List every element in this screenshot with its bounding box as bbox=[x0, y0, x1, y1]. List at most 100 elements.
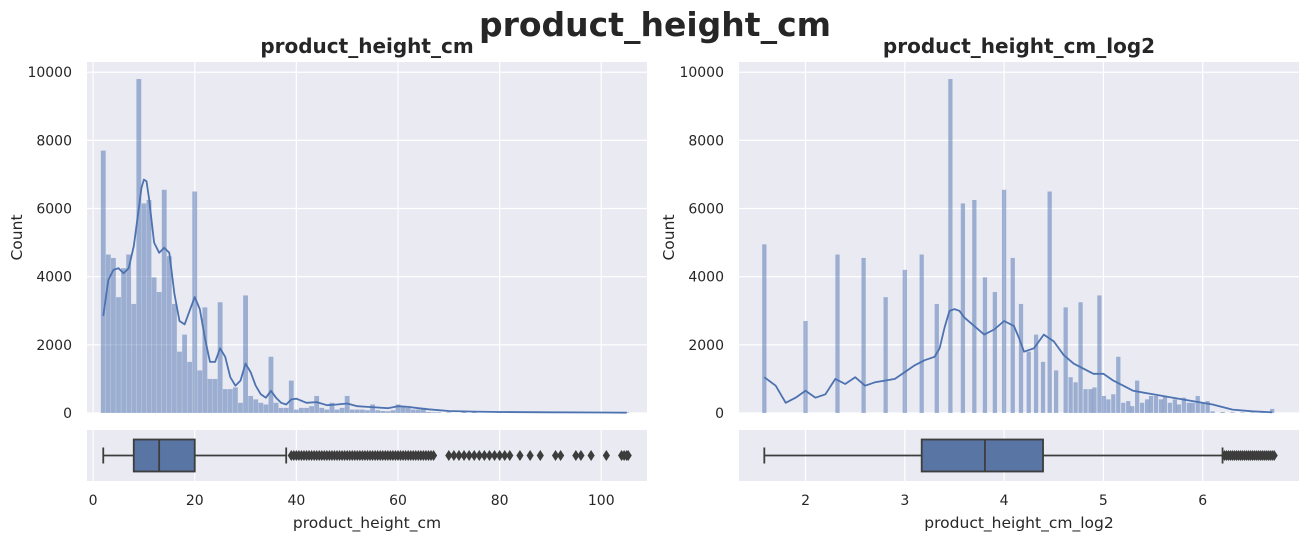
histogram-bar bbox=[395, 404, 401, 413]
histogram-bar bbox=[1230, 412, 1235, 413]
outlier-marker bbox=[624, 450, 632, 461]
histogram-bar bbox=[217, 302, 223, 413]
histogram-bar bbox=[131, 303, 137, 413]
histogram-bar bbox=[415, 409, 421, 413]
x-tick-label: 60 bbox=[389, 493, 407, 509]
histogram-bar bbox=[354, 409, 360, 413]
histogram-bar bbox=[375, 410, 381, 413]
histogram-bar bbox=[861, 257, 866, 413]
histogram-bar bbox=[1001, 189, 1007, 413]
histogram-bar bbox=[192, 191, 198, 413]
histogram-bar bbox=[471, 412, 477, 413]
histogram-bar bbox=[156, 292, 162, 413]
outlier-marker bbox=[536, 450, 544, 461]
outlier-marker bbox=[602, 450, 610, 461]
panel-product-height-cm-log2: 0 2000 4000 6000 8000 10000 2 3 4 5 6 product_heigh… bbox=[660, 34, 1299, 533]
histogram-bar bbox=[1190, 402, 1195, 413]
x-tick-label: 6 bbox=[1198, 493, 1207, 509]
outlier-marker bbox=[516, 450, 524, 461]
y-tick-label: 0 bbox=[715, 406, 724, 422]
outlier-marker bbox=[460, 450, 468, 461]
histogram-bar bbox=[288, 380, 294, 413]
outlier-marker bbox=[475, 450, 483, 461]
histogram-bar bbox=[365, 410, 370, 413]
histogram-bar bbox=[268, 356, 274, 413]
x-tick-label: 5 bbox=[1099, 493, 1108, 509]
histogram-bar bbox=[141, 203, 147, 413]
histogram-bar bbox=[1054, 370, 1059, 413]
histogram-bar bbox=[370, 404, 375, 413]
histogram-bar bbox=[1162, 395, 1168, 413]
histogram-bar bbox=[883, 297, 888, 413]
outlier-marker bbox=[572, 450, 580, 461]
histogram-bar bbox=[405, 407, 411, 413]
histogram-bar bbox=[126, 254, 132, 413]
histogram-bar bbox=[1172, 399, 1178, 413]
histogram-bar bbox=[263, 404, 269, 413]
x-tick-label: 20 bbox=[186, 493, 204, 509]
histogram-bar bbox=[207, 378, 213, 413]
outlier-marker bbox=[455, 450, 463, 461]
x-tick-label: 4 bbox=[1000, 493, 1009, 509]
histogram-bar bbox=[934, 303, 939, 413]
histogram-bar bbox=[1220, 411, 1225, 413]
histogram-bar bbox=[1148, 395, 1154, 413]
histogram-bar bbox=[960, 203, 966, 413]
histogram-bar bbox=[1068, 377, 1073, 413]
histogram-bar bbox=[324, 409, 330, 413]
histogram-bar bbox=[146, 200, 152, 413]
histogram-bar bbox=[243, 295, 248, 413]
y-tick-label: 8000 bbox=[36, 133, 72, 149]
histogram-bar bbox=[1270, 408, 1275, 413]
histogram-bar bbox=[1097, 295, 1102, 413]
outlier-marker bbox=[450, 450, 458, 461]
histogram-bar bbox=[1073, 382, 1078, 413]
histogram-bar bbox=[222, 389, 228, 413]
outlier-marker bbox=[465, 450, 473, 461]
histogram-bar bbox=[1078, 302, 1083, 413]
histogram-bar bbox=[299, 407, 304, 413]
histogram-bar bbox=[919, 254, 924, 413]
histogram-bar bbox=[426, 411, 431, 413]
histogram-bar bbox=[360, 409, 365, 413]
outlier-marker bbox=[557, 450, 565, 461]
histogram-bar bbox=[136, 79, 142, 414]
histogram-bar bbox=[278, 407, 284, 413]
iqr-box bbox=[920, 438, 1044, 473]
histogram-bar bbox=[948, 79, 953, 414]
histogram-bar bbox=[202, 307, 208, 413]
y-axis-label: Count bbox=[660, 214, 678, 260]
histogram-bar bbox=[349, 409, 355, 413]
histogram-bar bbox=[803, 320, 808, 413]
histogram-bar bbox=[151, 277, 157, 413]
histogram-bar bbox=[1018, 303, 1024, 413]
subplot-title: product_height_cm bbox=[260, 34, 473, 58]
histogram-bar bbox=[380, 410, 386, 413]
histogram-bar bbox=[344, 395, 350, 413]
histogram-bar bbox=[1139, 402, 1145, 413]
outlier-marker bbox=[485, 450, 494, 461]
histogram-bar bbox=[446, 412, 452, 413]
outlier-marker bbox=[490, 450, 499, 461]
histogram-bar bbox=[762, 244, 767, 413]
histogram-bar bbox=[1088, 389, 1093, 413]
histogram-bar bbox=[258, 402, 264, 413]
y-tick-label: 6000 bbox=[36, 202, 72, 218]
outlier-marker bbox=[480, 450, 488, 461]
histogram-bar bbox=[1047, 191, 1052, 413]
histogram-bar bbox=[1167, 402, 1173, 413]
histogram-bar bbox=[1240, 412, 1245, 413]
histogram-bar bbox=[177, 351, 182, 413]
x-tick-label: 80 bbox=[491, 493, 509, 509]
histogram-bar bbox=[835, 254, 840, 413]
outlier-marker bbox=[587, 450, 595, 461]
histogram-bar bbox=[1195, 395, 1200, 413]
histogram-bar bbox=[1158, 399, 1164, 413]
histogram-bar bbox=[121, 268, 126, 413]
histogram-bar bbox=[253, 399, 259, 413]
histogram-bar bbox=[232, 387, 238, 413]
y-tick-label: 10000 bbox=[679, 65, 724, 81]
histogram-bar bbox=[111, 257, 116, 413]
histogram-bar bbox=[212, 378, 218, 413]
